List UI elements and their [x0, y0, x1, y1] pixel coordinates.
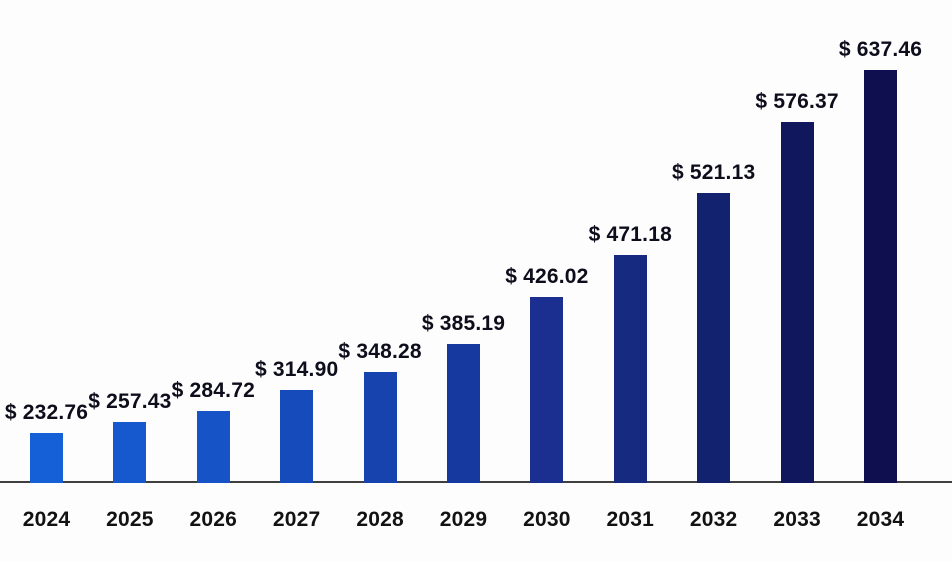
bar-value-label: $ 232.76 — [4, 401, 89, 424]
bar-value-label: $ 521.13 — [672, 161, 756, 184]
bar-value-label: $ 471.18 — [588, 223, 672, 246]
x-axis-tick-label: 2026 — [189, 508, 238, 531]
x-axis-tick-label: 2025 — [106, 508, 154, 531]
bar-value-label: $ 314.90 — [255, 358, 339, 381]
x-axis-tick-label: 2033 — [773, 508, 821, 531]
bar-value-label: $ 576.37 — [755, 90, 839, 113]
x-axis-tick-label: 2028 — [356, 508, 404, 531]
bar-value-label: $ 637.46 — [838, 38, 923, 61]
x-axis-tick-label: 2031 — [606, 508, 655, 531]
bar-value-label: $ 284.72 — [171, 379, 255, 402]
bar-2030 — [530, 297, 564, 483]
x-axis-tick-label: 2029 — [439, 508, 488, 531]
bar-2031 — [613, 255, 647, 483]
bar-2028 — [363, 372, 397, 483]
bar-2033 — [780, 122, 814, 483]
bar-value-label: $ 348.28 — [338, 340, 422, 363]
bar-2034 — [864, 70, 897, 483]
bar-value-label: $ 257.43 — [88, 390, 172, 413]
bar-2027 — [280, 390, 314, 483]
x-axis-tick-label: 2032 — [689, 508, 738, 531]
x-axis-tick-label: 2024 — [22, 508, 71, 531]
x-axis-tick-label: 2027 — [272, 508, 321, 531]
x-axis-tick-label: 2034 — [856, 508, 905, 531]
bar-2029 — [447, 344, 480, 483]
bar-2024 — [30, 433, 63, 483]
bar-2032 — [697, 193, 731, 483]
bar-2025 — [113, 422, 147, 483]
bar-2026 — [196, 411, 230, 483]
bar-value-label: $ 426.02 — [505, 265, 589, 288]
x-axis-tick-label: 2030 — [523, 508, 571, 531]
bar-value-label: $ 385.19 — [421, 312, 506, 335]
